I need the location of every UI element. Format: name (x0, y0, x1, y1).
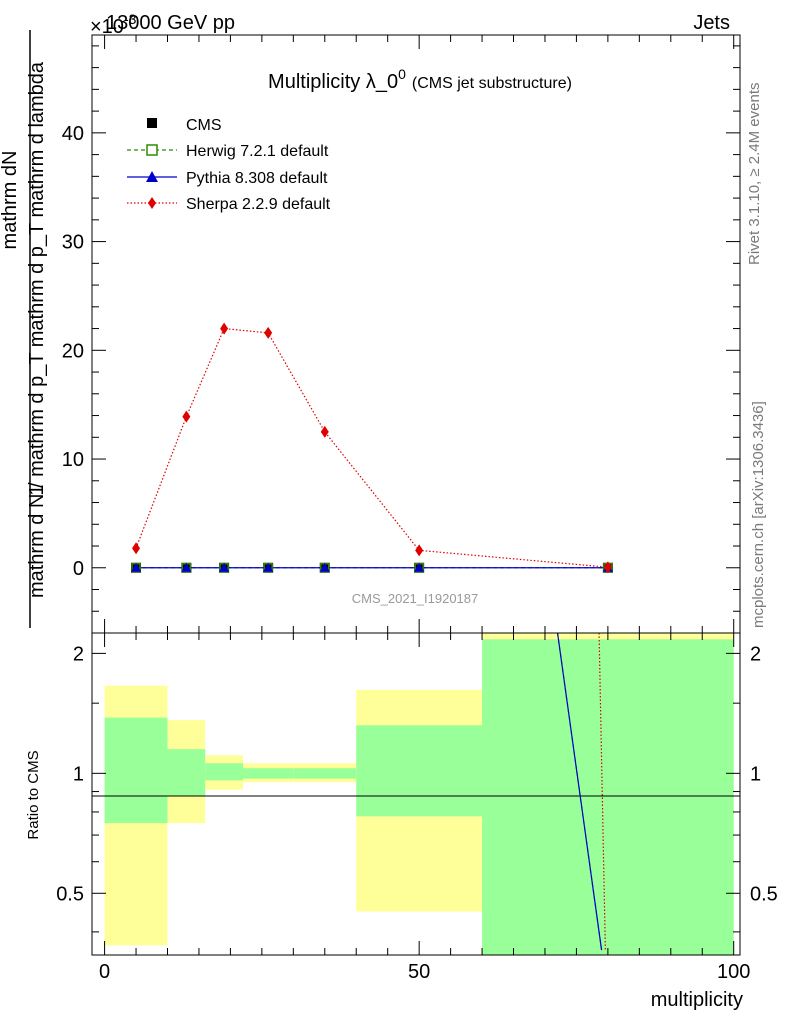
y-axis-label-upper: 1 mathrm dN mathrm d N / mathrm d p_T ma… (0, 30, 48, 628)
rivet-version-label: Rivet 3.1.10, ≥ 2.4M events (746, 83, 763, 266)
ratio-band-inner (205, 763, 243, 781)
ratio-y-tick-label-right: 2 (750, 643, 761, 665)
data-point-sherpa (320, 425, 329, 438)
data-point-sherpa (220, 322, 229, 335)
x-tick-label: 100 (717, 961, 750, 983)
data-point-sherpa (264, 326, 273, 339)
ratio-y-tick-label: 2 (73, 643, 84, 665)
y-tick-label: 30 (62, 232, 84, 254)
upper-ticks: 0 10 20 30 40 (62, 35, 740, 633)
ratio-y-tick-label-right: 0.5 (750, 883, 778, 905)
ratio-panel-frame (91, 632, 741, 956)
header-exponent: ×10-3 (90, 11, 137, 38)
data-point-pythia (181, 562, 192, 572)
ratio-y-tick-label: 0.5 (56, 883, 84, 905)
plot-title: Multiplicity λ_00(CMS jet substructure) (268, 66, 572, 93)
legend-label-sherpa: Sherpa 2.2.9 default (186, 196, 331, 213)
legend-marker-cms (147, 118, 157, 128)
x-axis-label: multiplicity (651, 989, 743, 1011)
ratio-band-inner (167, 749, 206, 796)
watermark-analysis: CMS_2021_I1920187 (352, 591, 479, 606)
ratio-band-inner (482, 639, 734, 955)
legend-marker-herwig (146, 144, 158, 156)
upper-series (131, 322, 613, 574)
ratio-band-inner (242, 768, 294, 779)
ratio-band-inner (293, 768, 357, 779)
data-point-pythia (319, 562, 330, 572)
data-point-sherpa (603, 561, 612, 574)
legend-marker-sherpa (148, 197, 156, 209)
data-point-sherpa (415, 544, 424, 557)
legend-label-herwig: Herwig 7.2.1 default (186, 143, 329, 160)
ratio-lines (556, 632, 606, 951)
ratio-y-label: Ratio to CMS (25, 750, 42, 839)
data-point-pythia (131, 562, 142, 572)
x-tick-label: 0 (99, 961, 110, 983)
y-tick-label: 40 (62, 123, 84, 145)
ratio-band-inner (104, 717, 168, 824)
series-line-3 (135, 327, 608, 568)
ratio-y-tick-label: 1 (73, 763, 84, 785)
y-tick-label: 10 (62, 449, 84, 471)
header-energy-label: 13000 GeV pp (106, 12, 235, 34)
ratio-ticks: 0.5 0.5 1 1 2 2 0 50 100 (56, 633, 778, 983)
mcplots-label: mcplots.cern.ch [arXiv:1306.3436] (750, 401, 767, 628)
y-tick-label: 20 (62, 340, 84, 362)
legend-marker-pythia (146, 171, 158, 182)
legend: CMS Herwig 7.2.1 default Pythia 8.308 de… (127, 117, 331, 213)
data-point-pythia (219, 562, 230, 572)
y-tick-label: 0 (73, 558, 84, 580)
data-point-sherpa (182, 410, 191, 423)
y-label-main: mathrm d N / mathrm d p_T mathrm d p_T m… (26, 61, 48, 598)
ratio-y-tick-label-right: 1 (750, 763, 761, 785)
ratio-line-2 (598, 632, 606, 951)
header-jets-label: Jets (693, 12, 730, 34)
ratio-band-inner (356, 725, 483, 817)
data-point-pythia (263, 562, 274, 572)
legend-label-pythia: Pythia 8.308 default (186, 170, 328, 187)
y-label-fraction-top: 1 (26, 484, 48, 495)
ratio-bands (104, 633, 734, 955)
x-tick-label: 50 (408, 961, 430, 983)
data-point-pythia (414, 562, 425, 572)
ratio-line-1 (556, 632, 603, 951)
legend-label-cms: CMS (186, 117, 222, 134)
y-label-dN: mathrm dN (0, 151, 21, 250)
data-point-sherpa (132, 542, 141, 555)
